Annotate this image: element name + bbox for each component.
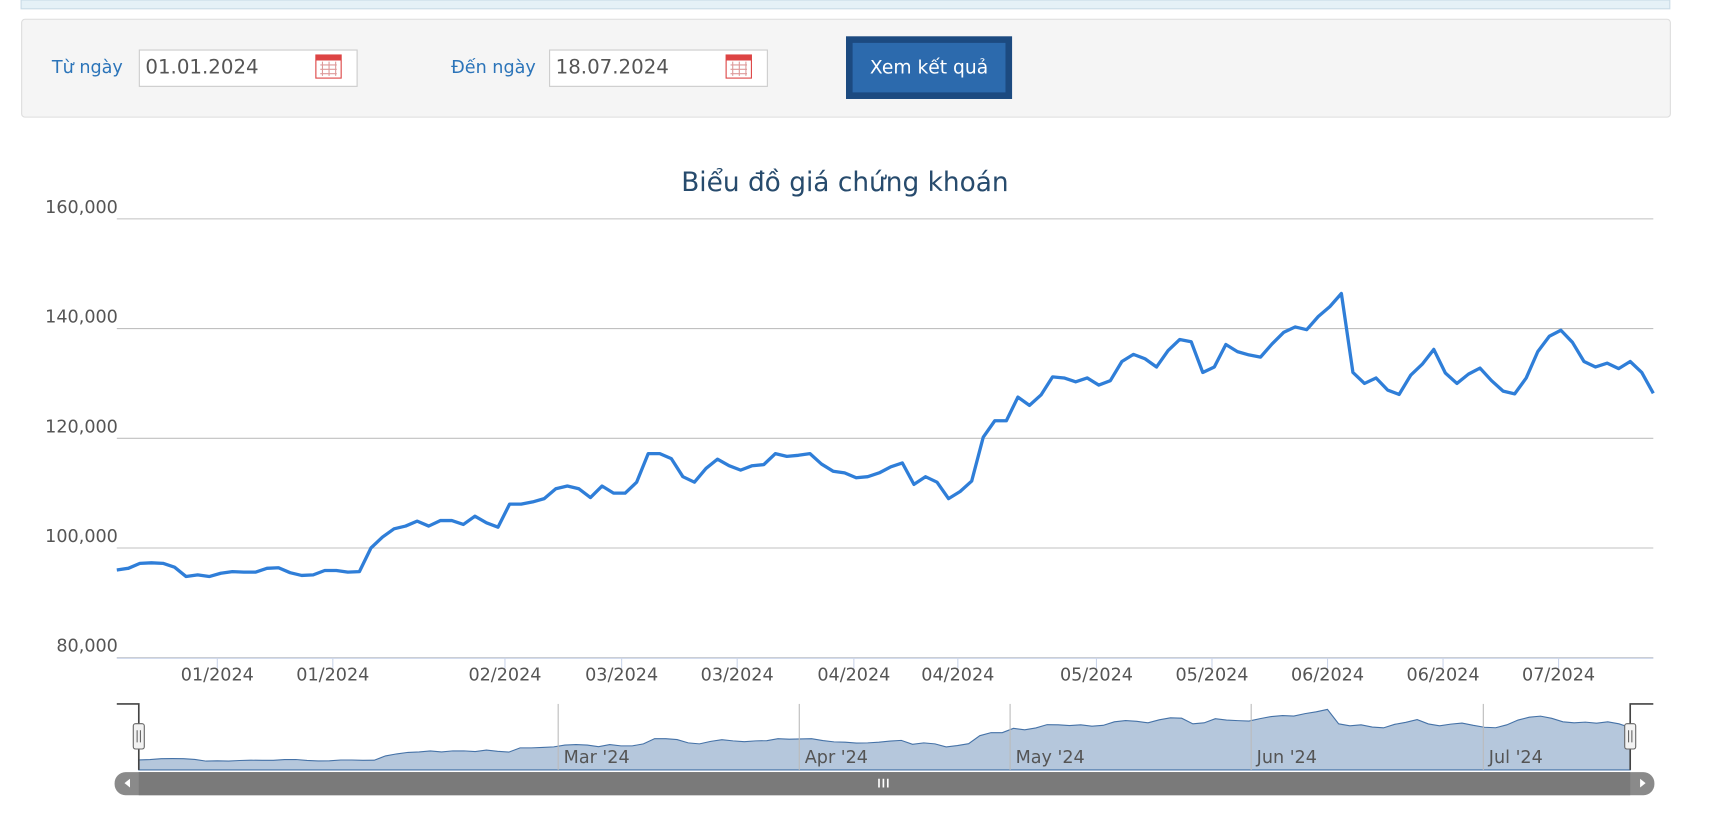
to-label: Đến ngày [451,57,536,78]
handle-grip[interactable] [1628,730,1633,743]
x-tick-label: 06/2024 [1291,665,1364,685]
scrollbar-grip [878,778,889,788]
submit-button-inner[interactable] [852,42,1006,93]
x-tick-label: 06/2024 [1407,665,1480,685]
scroll-right-arrow[interactable] [1640,778,1646,788]
x-tick-label: 05/2024 [1175,665,1248,685]
y-tick-label: 120,000 [45,417,118,437]
x-tick-label: 03/2024 [585,665,658,685]
submit-label[interactable]: Xem kết quả [870,57,988,79]
from-label: Từ ngày [51,58,123,78]
navigator-label: Jul '24 [1488,748,1543,768]
navigator-handle[interactable] [1624,723,1637,750]
navigator-label: Mar '24 [564,748,630,768]
scroll-left-arrow[interactable] [124,778,130,788]
handle-body[interactable] [132,723,145,750]
calendar-icon[interactable] [725,54,752,79]
x-tick-label: 07/2024 [1522,665,1595,685]
x-tick-label: 01/2024 [296,665,369,685]
scrollbar-thumb[interactable] [138,772,1631,796]
price-line [116,291,1655,579]
x-tick-label: 04/2024 [921,665,994,685]
chart-title: Biểu đồ giá chứng khoán [681,167,1008,198]
navigator-bg [116,703,1654,770]
calendar-icon[interactable] [315,54,342,79]
y-tick-label: 80,000 [56,637,118,657]
navigator-label: May '24 [1016,748,1085,768]
navigator-handle[interactable] [132,723,145,750]
to-value[interactable]: 18.07.2024 [556,56,669,79]
x-tick-label: 04/2024 [817,665,890,685]
x-tick-label: 05/2024 [1060,665,1133,685]
y-tick-label: 100,000 [45,527,118,547]
x-tick-label: 01/2024 [181,665,254,685]
handle-grip[interactable] [136,730,141,743]
chart: 80,000 100,000 120,000 140,000 160,000 01/202… [45,198,1655,796]
top-band [20,0,1671,10]
y-tick-label: 160,000 [45,198,118,218]
y-tick-label: 140,000 [45,308,118,328]
navigator-label: Apr '24 [805,748,868,768]
x-tick-label: 02/2024 [468,665,541,685]
handle-body[interactable] [1624,723,1637,750]
navigator-label: Jun '24 [1256,748,1317,768]
navigator-area [138,708,1631,771]
x-tick-label: 03/2024 [701,665,774,685]
from-value[interactable]: 01.01.2024 [145,56,258,79]
